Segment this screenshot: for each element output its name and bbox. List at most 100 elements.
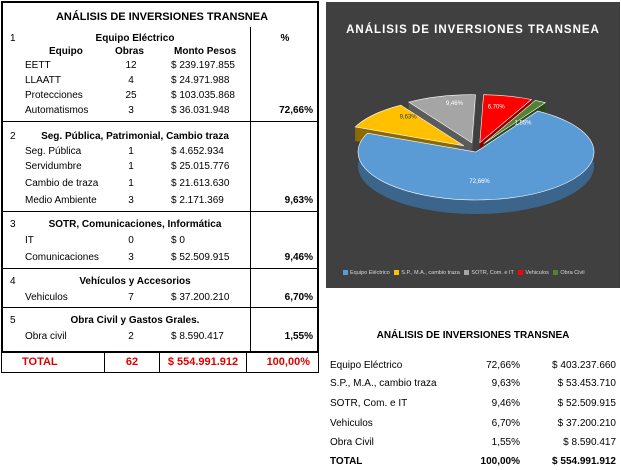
row-monto: $ 52.509.915 [171, 252, 230, 263]
summary-pct: 9,46% [491, 398, 520, 409]
table-row: Cambio de traza 1 $ 21.613.630 [3, 178, 321, 191]
row-monto: $ 36.031.948 [171, 105, 230, 116]
total-pct: 100,00% [246, 352, 319, 373]
total-row: TOTAL 62 $ 554.991.912 100,00% [1, 352, 319, 375]
total-label: TOTAL [1, 352, 105, 373]
row-name: IT [25, 235, 34, 246]
row-obras: 7 [128, 292, 134, 303]
row-obras: 3 [128, 105, 134, 116]
investment-table: ANÁLISIS DE INVERSIONES TRANSNEA 1 Equip… [1, 1, 319, 353]
row-name: Automatismos [25, 105, 89, 116]
row-obras: 0 [128, 235, 134, 246]
row-name: Cambio de traza [25, 178, 99, 189]
pie-data-label: 6,70% [488, 104, 506, 110]
row-monto: $ 239.197.855 [171, 60, 235, 71]
summary-label: Obra Civil [330, 437, 374, 448]
chart-title: ANÁLISIS DE INVERSIONES TRANSNEA [346, 24, 600, 36]
table-row: IT 0 $ 0 [3, 235, 321, 248]
summary-pct: 1,55% [491, 437, 520, 448]
total-monto: $ 554.991.912 [159, 352, 247, 373]
row-name: LLAATT [25, 75, 61, 86]
col-monto: Monto Pesos [174, 46, 237, 57]
section-number: 5 [10, 315, 16, 326]
section-divider [3, 307, 317, 308]
row-obras: 12 [125, 60, 137, 71]
row-monto: $ 8.590.417 [171, 331, 224, 342]
table-row: Protecciones 25 $ 103.035.868 [3, 90, 321, 103]
pie-chart: ANÁLISIS DE INVERSIONES TRANSNEA 72,66% 9… [326, 2, 620, 288]
row-obras: 1 [128, 146, 134, 157]
summary-pct: 6,70% [491, 418, 520, 429]
section-divider [3, 121, 317, 122]
section-number: 4 [10, 276, 16, 287]
row-monto: $ 24.971.988 [171, 75, 230, 86]
row-obras: 4 [128, 75, 134, 86]
table-row: Medio Ambiente 3 $ 2.171.369 9,63% [3, 195, 321, 208]
section-title: Obra Civil y Gastos Grales. [70, 315, 200, 326]
summary-row: SOTR, Com. e IT 9,46% $ 52.509.915 [330, 398, 620, 412]
legend-swatch-1 [343, 270, 348, 276]
table-row: Obra civil 2 $ 8.590.417 1,55% [3, 331, 321, 344]
table-row: LLAATT 4 $ 24.971.988 [3, 75, 321, 88]
row-name: Medio Ambiente [25, 195, 97, 206]
section-pct: 6,70% [284, 292, 313, 303]
summary-label: SOTR, Com. e IT [330, 398, 408, 409]
summary-value: $ 554.991.912 [552, 456, 616, 467]
row-name: Seg. Pública [25, 146, 82, 157]
summary-pct: 100,00% [480, 456, 520, 467]
section-number: 1 [10, 33, 16, 44]
legend-swatch-4 [518, 270, 524, 276]
summary-value: $ 8.590.417 [563, 437, 616, 448]
legend-swatch-2 [394, 270, 400, 276]
section-number: 2 [10, 131, 16, 142]
legend-swatch-5 [553, 270, 559, 276]
col-equipo: Equipo [49, 46, 83, 57]
row-obras: 1 [128, 161, 134, 172]
row-monto: $ 25.015.776 [171, 161, 230, 172]
pie-chart-canvas: 72,66% 9,63% 9,46% 6,70% 1,55% [354, 94, 595, 214]
table-row: Vehiculos 7 $ 37.200.210 6,70% [3, 292, 321, 305]
row-monto: $ 0 [171, 235, 185, 246]
legend-label: S.P., M.A., cambio traza [401, 270, 460, 276]
summary-row: Equipo Eléctrico 72,66% $ 403.237.660 [330, 360, 620, 374]
pie-data-label: 1,55% [514, 121, 532, 127]
table-title: ANÁLISIS DE INVERSIONES TRANSNEA [55, 11, 269, 23]
section-title: Equipo Eléctrico [95, 33, 175, 44]
summary-row: S.P., M.A., cambio traza 9,63% $ 53.453.… [330, 378, 620, 392]
row-monto: $ 21.613.630 [171, 178, 230, 189]
legend-label: SOTR, Com. e IT [471, 270, 514, 276]
summary-label: Vehiculos [330, 418, 373, 429]
col-obras: Obras [115, 46, 144, 57]
section-title: Seg. Pública, Patrimonial, Cambio traza [41, 131, 229, 142]
legend-label: Equipo Eléctrico [350, 270, 390, 276]
table-row: Comunicaciones 3 $ 52.509.915 9,46% [3, 252, 321, 265]
legend-label: Obra Civil [560, 270, 585, 276]
summary-label: S.P., M.A., cambio traza [330, 378, 437, 389]
row-monto: $ 103.035.868 [171, 90, 235, 101]
row-obras: 25 [125, 90, 137, 101]
summary-value: $ 52.509.915 [557, 398, 616, 409]
summary-row: Vehiculos 6,70% $ 37.200.210 [330, 418, 620, 432]
row-obras: 2 [128, 331, 134, 342]
pie-slice-2 [354, 104, 464, 147]
section-title: SOTR, Comunicaciones, Informática [48, 219, 222, 230]
row-name: Obra civil [25, 331, 67, 342]
summary-pct: 9,63% [491, 378, 520, 389]
row-obras: 3 [128, 252, 134, 263]
row-obras: 3 [128, 195, 134, 206]
row-monto: $ 37.200.210 [171, 292, 230, 303]
legend-label: Vehiculos [525, 270, 549, 276]
table-row: EETT 12 $ 239.197.855 [3, 60, 321, 73]
row-name: Servidumbre [25, 161, 82, 172]
pie-slice-3 [408, 94, 476, 144]
row-name: EETT [25, 60, 51, 71]
total-obras: 62 [104, 352, 160, 373]
summary-label: TOTAL [330, 456, 363, 467]
pie-data-label: 72,66% [469, 179, 490, 185]
summary-value: $ 403.237.660 [552, 360, 616, 371]
row-name: Protecciones [25, 90, 83, 101]
pct-header: % [280, 33, 290, 44]
section-title: Vehículos y Accesorios [79, 276, 191, 287]
chart-legend: Equipo Eléctrico S.P., M.A., cambio traz… [340, 270, 585, 276]
row-name: Comunicaciones [25, 252, 99, 263]
